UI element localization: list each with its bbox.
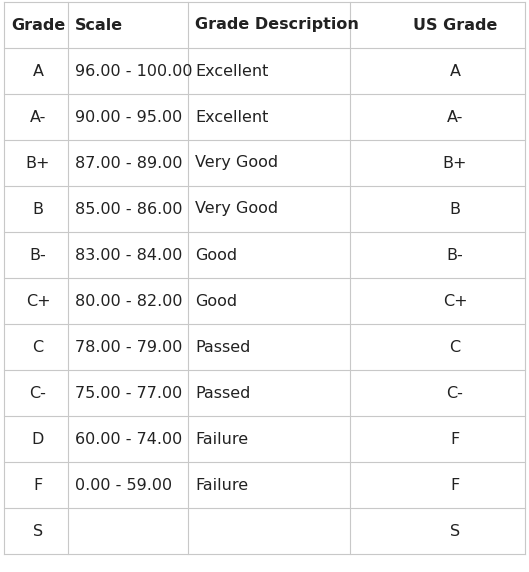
Bar <box>4 508 525 554</box>
Bar <box>4 186 525 232</box>
Text: S: S <box>33 523 43 538</box>
Text: Excellent: Excellent <box>195 109 268 125</box>
Text: A: A <box>32 63 43 78</box>
Text: Good: Good <box>195 248 237 263</box>
Text: B-: B- <box>446 248 463 263</box>
Text: Passed: Passed <box>195 386 250 400</box>
Bar <box>4 416 525 462</box>
Bar <box>4 324 525 370</box>
Text: F: F <box>450 431 460 447</box>
Text: Failure: Failure <box>195 478 248 492</box>
Text: Very Good: Very Good <box>195 156 278 170</box>
Text: Scale: Scale <box>75 18 123 33</box>
Bar <box>4 48 525 94</box>
Text: Very Good: Very Good <box>195 201 278 216</box>
Text: C: C <box>450 340 461 355</box>
Text: B+: B+ <box>26 156 50 170</box>
Text: C: C <box>32 340 43 355</box>
Text: 83.00 - 84.00: 83.00 - 84.00 <box>75 248 183 263</box>
Text: C+: C+ <box>443 293 467 308</box>
Text: Grade Description: Grade Description <box>195 18 359 33</box>
Text: C-: C- <box>30 386 47 400</box>
Text: B: B <box>450 201 461 216</box>
Text: Excellent: Excellent <box>195 63 268 78</box>
Text: 75.00 - 77.00: 75.00 - 77.00 <box>75 386 183 400</box>
Text: B-: B- <box>30 248 47 263</box>
Bar <box>4 278 525 324</box>
Text: F: F <box>450 478 460 492</box>
Text: A-: A- <box>447 109 463 125</box>
Text: B+: B+ <box>443 156 467 170</box>
Text: 78.00 - 79.00: 78.00 - 79.00 <box>75 340 183 355</box>
Text: 87.00 - 89.00: 87.00 - 89.00 <box>75 156 183 170</box>
Text: C+: C+ <box>26 293 50 308</box>
Text: Good: Good <box>195 293 237 308</box>
Text: B: B <box>32 201 43 216</box>
Text: 60.00 - 74.00: 60.00 - 74.00 <box>75 431 183 447</box>
Text: 85.00 - 86.00: 85.00 - 86.00 <box>75 201 183 216</box>
Bar <box>4 2 525 48</box>
Bar <box>4 462 525 508</box>
Text: Passed: Passed <box>195 340 250 355</box>
Bar <box>4 94 525 140</box>
Text: A: A <box>450 63 461 78</box>
Text: 96.00 - 100.00: 96.00 - 100.00 <box>75 63 193 78</box>
Text: C-: C- <box>446 386 463 400</box>
Text: Grade: Grade <box>11 18 65 33</box>
Text: Failure: Failure <box>195 431 248 447</box>
Text: F: F <box>33 478 43 492</box>
Text: 0.00 - 59.00: 0.00 - 59.00 <box>75 478 172 492</box>
Bar <box>4 232 525 278</box>
Text: 80.00 - 82.00: 80.00 - 82.00 <box>75 293 183 308</box>
Bar <box>4 370 525 416</box>
Text: US Grade: US Grade <box>413 18 497 33</box>
Text: D: D <box>32 431 44 447</box>
Text: A-: A- <box>30 109 46 125</box>
Text: 90.00 - 95.00: 90.00 - 95.00 <box>75 109 183 125</box>
Bar <box>4 140 525 186</box>
Text: S: S <box>450 523 460 538</box>
